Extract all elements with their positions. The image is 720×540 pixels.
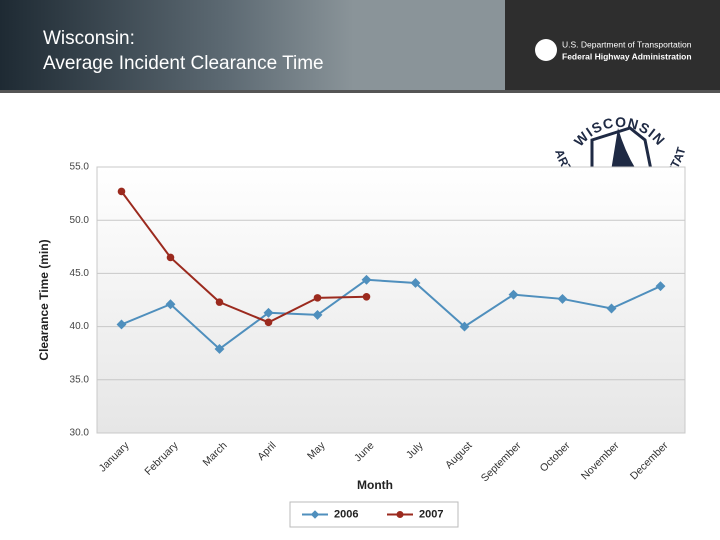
slide-title: Average Incident Clearance Time bbox=[43, 53, 324, 74]
x-tick-label: April bbox=[255, 440, 278, 463]
marker bbox=[606, 303, 617, 314]
x-tick-label: November bbox=[579, 439, 622, 482]
y-tick-label: 40.0 bbox=[70, 321, 90, 332]
marker bbox=[361, 274, 372, 285]
y-tick-label: 50.0 bbox=[70, 215, 90, 226]
plot-area bbox=[96, 166, 686, 434]
marker bbox=[117, 187, 126, 196]
y-tick-label: 55.0 bbox=[70, 162, 90, 173]
marker bbox=[312, 309, 323, 320]
marker bbox=[166, 253, 175, 262]
series-line bbox=[121, 278, 661, 351]
y-tick-label: 35.0 bbox=[70, 374, 90, 385]
x-tick-label: February bbox=[142, 439, 181, 478]
x-axis-title: Month bbox=[357, 478, 393, 492]
marker bbox=[313, 294, 322, 302]
y-axis-title: Clearance Time (min) bbox=[37, 239, 51, 360]
marker bbox=[215, 298, 224, 306]
marker bbox=[410, 278, 421, 288]
header-rule bbox=[0, 90, 720, 93]
x-tick-label: July bbox=[404, 439, 426, 461]
marker bbox=[362, 293, 371, 301]
x-tick-label: January bbox=[97, 439, 132, 474]
x-tick-label: December bbox=[628, 439, 671, 482]
y-tick-label: 30.0 bbox=[70, 428, 90, 439]
y-tick-label: 45.0 bbox=[70, 268, 90, 279]
x-tick-label: March bbox=[200, 439, 229, 468]
header-photo bbox=[0, 0, 505, 90]
series-line bbox=[120, 190, 367, 324]
marker bbox=[557, 293, 568, 304]
x-tick-label: October bbox=[538, 439, 573, 474]
slide-title: Wisconsin: bbox=[43, 28, 135, 49]
marker bbox=[264, 318, 273, 327]
x-tick-label: September bbox=[479, 439, 524, 484]
marker bbox=[263, 307, 274, 318]
legend-label: 2006 bbox=[334, 508, 358, 520]
marker bbox=[214, 343, 225, 354]
x-tick-label: May bbox=[305, 439, 328, 462]
legend-marker bbox=[396, 511, 404, 518]
marker bbox=[508, 289, 519, 300]
fhwa-text: Federal Highway Administration bbox=[562, 51, 692, 61]
fhwa-text: U.S. Department of Transportation bbox=[562, 39, 692, 49]
marker bbox=[655, 281, 666, 292]
legend-marker bbox=[310, 510, 320, 519]
marker bbox=[165, 299, 176, 310]
legend-label: 2007 bbox=[419, 508, 443, 520]
x-tick-label: June bbox=[352, 439, 377, 464]
marker bbox=[459, 321, 470, 332]
x-tick-label: August bbox=[443, 440, 475, 472]
fhwa-seal bbox=[535, 39, 557, 61]
